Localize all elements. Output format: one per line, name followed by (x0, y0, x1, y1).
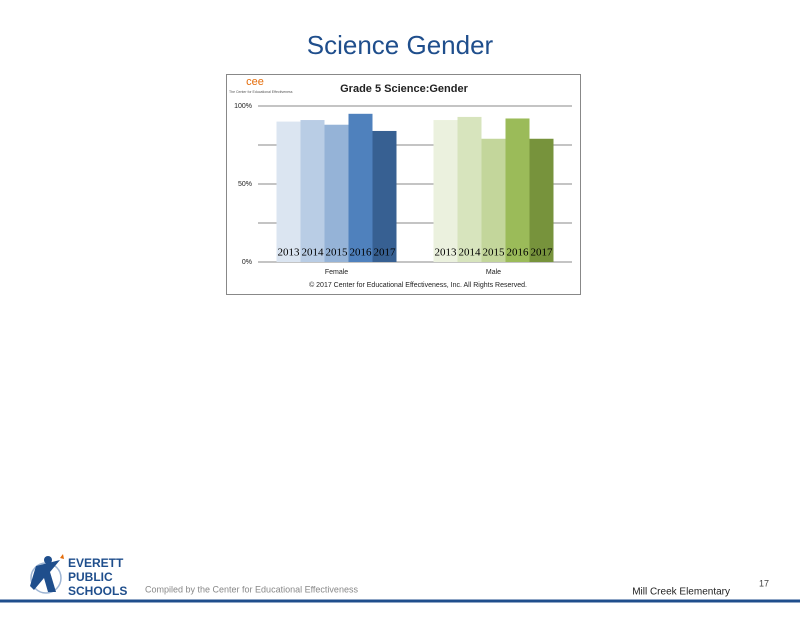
series-label: 2015 (326, 247, 349, 259)
bar (529, 138, 554, 262)
series-label: 2013 (435, 247, 458, 259)
series-label: 2017 (531, 247, 554, 259)
footer-school: Mill Creek Elementary (632, 587, 730, 598)
series-label: 2014 (459, 247, 482, 259)
chart-logo: cee (246, 76, 264, 88)
bar (372, 130, 397, 262)
bar (457, 116, 482, 262)
series-label: 2016 (507, 247, 530, 259)
series-label: 2013 (278, 247, 301, 259)
y-tick-label: 0% (242, 259, 252, 266)
page-number: 17 (759, 578, 769, 588)
bar (276, 121, 301, 262)
copyright: © 2017 Center for Educational Effectiven… (309, 281, 527, 289)
bar (324, 124, 349, 262)
slide-title: Science Gender (307, 30, 494, 60)
y-tick-label: 100% (234, 103, 252, 110)
district-logo-line: SCHOOLS (68, 584, 127, 598)
footer-compiled: Compiled by the Center for Educational E… (145, 584, 358, 594)
y-tick-label: 50% (238, 181, 252, 188)
series-label: 2017 (374, 247, 397, 259)
district-logo-line: PUBLIC (68, 570, 113, 584)
chart-logo-caption: The Center for Educational Effectiveness (229, 90, 293, 94)
x-tick-label: Male (486, 269, 501, 276)
bar (300, 120, 325, 262)
series-label: 2014 (302, 247, 325, 259)
district-logo-line: EVERETT (68, 556, 124, 570)
bar (505, 118, 530, 262)
x-tick-label: Female (325, 269, 348, 276)
district-logo-mark (30, 554, 64, 594)
series-label: 2015 (483, 247, 506, 259)
series-label: 2016 (350, 247, 373, 259)
bar (433, 120, 458, 262)
bar (348, 113, 373, 262)
chart-title: Grade 5 Science:Gender (340, 83, 468, 95)
bar (481, 138, 506, 262)
